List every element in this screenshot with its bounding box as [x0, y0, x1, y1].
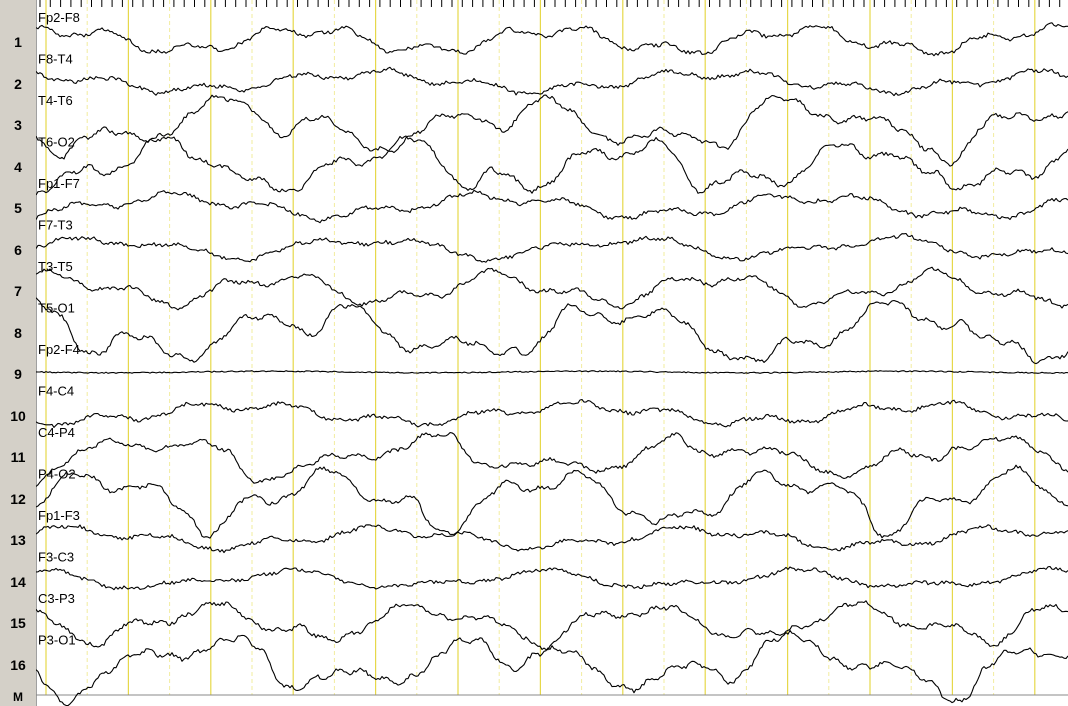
channel-number: 3: [14, 117, 22, 133]
eeg-channel-trace: [36, 297, 1068, 365]
channel-number: 7: [14, 283, 22, 299]
derivation-label: T3-T5: [38, 259, 73, 274]
derivation-label: Fp1-F3: [38, 508, 80, 523]
channel-number: 14: [10, 573, 26, 590]
channel-number: 9: [14, 366, 22, 382]
channel-number-gutter: 1 2 3 4 5 6 7 8 9 10 11 12 13 14 15 16 M: [0, 0, 37, 706]
derivation-label: F4-C4: [38, 384, 74, 399]
channel-number: 6: [14, 241, 22, 258]
eeg-channel-trace: [36, 66, 1068, 97]
channel-number: 13: [10, 532, 26, 548]
eeg-channel-trace: [36, 232, 1068, 263]
derivation-label: Fp2-F4: [38, 342, 80, 357]
derivation-label: P4-O2: [38, 467, 76, 482]
derivation-label: T5-O1: [38, 301, 75, 316]
derivation-label: P3-O1: [38, 633, 76, 648]
eeg-channel-trace: [36, 135, 1068, 196]
channel-number: 1: [14, 34, 22, 50]
channel-number: 16: [10, 656, 26, 673]
eeg-channel-trace: [36, 600, 1068, 651]
eeg-channel-trace: [36, 565, 1068, 591]
channel-number: 4: [14, 158, 22, 175]
eeg-channel-trace: [36, 370, 1068, 374]
eeg-channel-trace: [36, 464, 1068, 539]
channel-number: 8: [14, 324, 22, 341]
derivation-label: Fp1-F7: [38, 176, 80, 191]
channel-number: 12: [10, 490, 26, 507]
eeg-channel-trace: [36, 22, 1068, 57]
eeg-channel-trace: [36, 189, 1068, 224]
eeg-channel-trace: [36, 94, 1068, 167]
derivation-label: F3-C3: [38, 550, 74, 565]
eeg-channel-trace: [36, 432, 1068, 487]
channel-number: 10: [10, 407, 26, 424]
channel-number: 15: [10, 615, 26, 631]
eeg-channel-trace: [36, 629, 1068, 706]
eeg-channel-trace: [36, 524, 1068, 554]
channel-number: 2: [14, 75, 22, 92]
channel-number: 5: [14, 200, 22, 216]
eeg-channel-trace: [36, 398, 1068, 428]
derivation-label: F8-T4: [38, 52, 73, 67]
derivation-label: C3-P3: [38, 591, 75, 606]
channel-number: 11: [10, 449, 26, 465]
derivation-label: C4-P4: [38, 425, 75, 440]
marker-channel-label: M: [13, 690, 23, 704]
derivation-label: T6-O2: [38, 135, 75, 150]
derivation-label: T4-T6: [38, 93, 73, 108]
eeg-trace-area: Fp2-F8 F8-T4 T4-T6 T6-O2 Fp1-F7 F7-T3 T3-T5 T5-…: [36, 0, 1068, 706]
derivation-label: F7-T3: [38, 218, 73, 233]
eeg-channel-trace: [36, 266, 1068, 311]
derivation-label: Fp2-F8: [38, 10, 80, 25]
